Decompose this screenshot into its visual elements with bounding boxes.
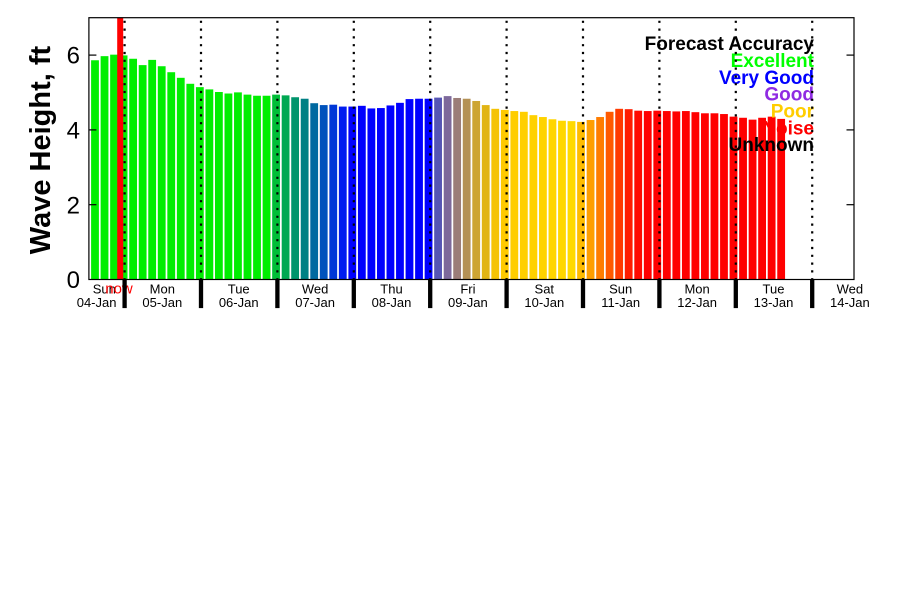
svg-text:Very Good: Very Good — [719, 68, 814, 89]
svg-text:07-Jan: 07-Jan — [295, 295, 335, 310]
svg-text:Tue: Tue — [763, 282, 785, 297]
svg-text:Poor: Poor — [771, 102, 815, 123]
svg-text:2: 2 — [67, 192, 80, 219]
svg-text:Mon: Mon — [150, 282, 175, 297]
svg-text:14-Jan: 14-Jan — [830, 295, 870, 310]
svg-text:Mon: Mon — [684, 282, 709, 297]
svg-text:0: 0 — [67, 267, 80, 294]
svg-text:10-Jan: 10-Jan — [524, 295, 564, 310]
svg-text:06-Jan: 06-Jan — [219, 295, 259, 310]
svg-text:Forecast Accuracy: Forecast Accuracy — [645, 34, 815, 55]
svg-text:Wed: Wed — [837, 282, 864, 297]
svg-text:13-Jan: 13-Jan — [754, 295, 794, 310]
svg-text:08-Jan: 08-Jan — [372, 295, 412, 310]
svg-text:Sun: Sun — [609, 282, 632, 297]
svg-text:12-Jan: 12-Jan — [677, 295, 717, 310]
svg-text:Wave Height, ft: Wave Height, ft — [25, 45, 57, 254]
svg-text:Tue: Tue — [228, 282, 250, 297]
svg-text:Fri: Fri — [460, 282, 475, 297]
svg-text:Thu: Thu — [380, 282, 402, 297]
svg-text:09-Jan: 09-Jan — [448, 295, 488, 310]
svg-text:Noise: Noise — [762, 118, 814, 139]
svg-text:Unknown: Unknown — [729, 135, 815, 156]
svg-text:Good: Good — [764, 85, 814, 106]
svg-text:Wed: Wed — [302, 282, 329, 297]
svg-text:Sat: Sat — [535, 282, 555, 297]
svg-text:05-Jan: 05-Jan — [142, 295, 182, 310]
svg-text:11-Jan: 11-Jan — [601, 295, 640, 310]
svg-text:4: 4 — [67, 118, 80, 145]
svg-text:04-Jan: 04-Jan — [77, 295, 117, 310]
svg-text:Excellent: Excellent — [731, 51, 815, 72]
svg-text:6: 6 — [67, 43, 80, 70]
svg-text:now: now — [105, 281, 133, 298]
svg-text:Sun: Sun — [93, 282, 116, 297]
